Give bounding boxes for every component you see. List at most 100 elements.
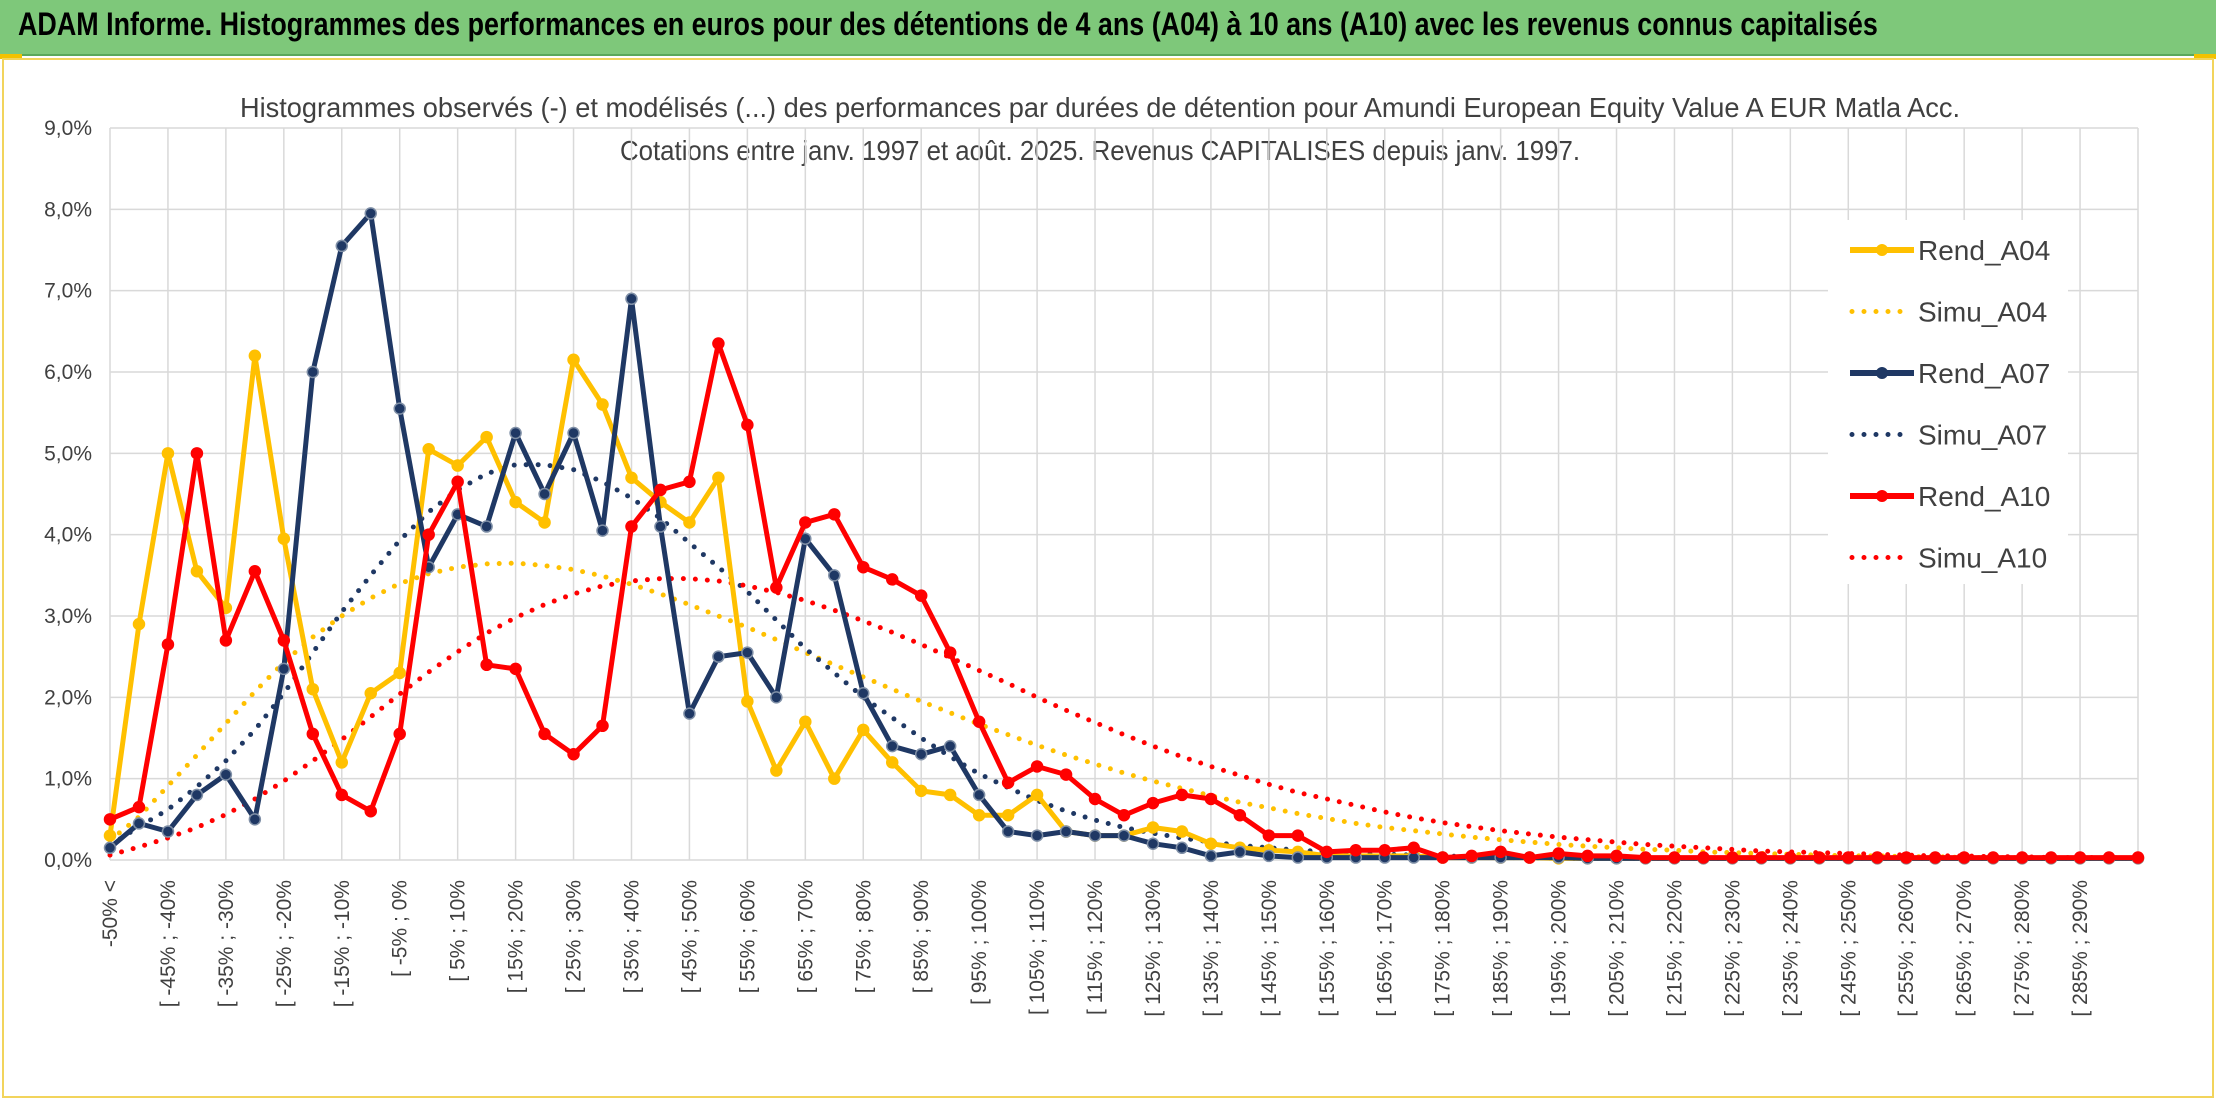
data-point — [1639, 851, 1652, 864]
data-point — [1407, 841, 1420, 855]
data-point — [1755, 851, 1768, 864]
data-point — [1059, 768, 1073, 781]
data-point — [248, 565, 262, 578]
legend-item-Simu_A10: Simu_A10 — [1849, 543, 2047, 574]
data-point — [1465, 849, 1478, 863]
data-point — [885, 573, 899, 586]
x-tick-label: [ 115% ; 120% — [1084, 880, 1107, 1015]
data-point — [2073, 851, 2087, 864]
x-tick-label: [ 255% ; 260% — [1895, 880, 1918, 1017]
data-point — [509, 662, 522, 676]
legend-background — [1828, 220, 2068, 584]
data-point — [1204, 849, 1218, 863]
data-point — [567, 748, 580, 761]
data-point — [306, 365, 320, 379]
legend-item-Rend_A04: Rend_A04 — [1850, 235, 2050, 266]
data-point — [103, 841, 117, 855]
x-tick-label: [ 185% ; 190% — [1490, 880, 1513, 1017]
data-point — [161, 447, 175, 460]
data-point — [335, 756, 349, 769]
x-tick-label: [ 245% ; 250% — [1837, 880, 1860, 1017]
x-tick-label: [ 195% ; 200% — [1548, 880, 1571, 1017]
data-point — [712, 471, 725, 484]
data-point — [567, 353, 580, 367]
x-tick-label: [ -5% ; 0% — [389, 880, 412, 977]
data-point — [451, 459, 464, 472]
data-point — [1986, 851, 2000, 864]
data-point — [1262, 829, 1276, 842]
data-point — [248, 349, 262, 362]
data-point — [1436, 851, 1449, 864]
data-point — [219, 634, 233, 647]
data-point — [770, 691, 783, 704]
x-axis: -50% < [ -45% ; -40% [ -35% ; -30% [ -25% ;… — [99, 880, 2092, 1017]
x-tick-label: [ 65% ; 70% — [794, 880, 817, 993]
report-banner: ADAM Informe. Histogrammes des performan… — [0, 0, 2216, 56]
data-point — [1610, 849, 1623, 863]
data-point — [1957, 851, 1971, 864]
data-point — [335, 788, 349, 802]
data-point — [1146, 821, 1160, 834]
data-point — [857, 723, 870, 737]
data-point — [770, 764, 783, 777]
data-point — [509, 426, 522, 440]
data-point — [1001, 776, 1015, 789]
y-tick-label: 5,0% — [44, 442, 92, 465]
data-point — [828, 772, 841, 785]
series-Rend_A10 — [103, 337, 2145, 864]
data-point — [1726, 851, 1739, 864]
x-tick-label: [ 45% ; 50% — [678, 880, 701, 993]
legend-marker — [1876, 490, 1888, 502]
legend-marker — [1876, 244, 1888, 256]
data-point — [1291, 829, 1305, 842]
x-tick-label: [ 285% ; 290% — [2069, 880, 2092, 1017]
x-tick-label: [ -35% ; -30% — [215, 880, 238, 1007]
y-axis: 0,0% 1,0% 2,0% 3,0% 4,0% 5,0% 6,0% 7,0% 8,0% 9,0% — [44, 117, 92, 872]
x-tick-label: [ 55% ; 60% — [736, 880, 759, 993]
y-tick-label: 2,0% — [44, 686, 92, 709]
data-point — [885, 739, 899, 753]
data-point — [451, 475, 464, 489]
data-point — [219, 768, 233, 781]
legend-label: Simu_A10 — [1918, 543, 2047, 574]
data-point — [799, 715, 812, 728]
data-point — [1175, 841, 1189, 855]
data-point — [2131, 851, 2145, 864]
x-tick-label: [ 105% ; 110% — [1026, 880, 1049, 1015]
y-tick-label: 8,0% — [44, 198, 92, 221]
data-point — [132, 800, 146, 814]
data-point — [596, 719, 609, 733]
data-point — [538, 516, 551, 529]
data-point — [1262, 849, 1276, 863]
data-point — [596, 398, 609, 411]
data-point — [683, 475, 696, 489]
data-point — [393, 402, 406, 415]
data-point — [538, 727, 551, 741]
data-point — [480, 520, 493, 533]
data-point — [1291, 851, 1305, 864]
data-point — [625, 471, 638, 484]
report-title: ADAM Informe. Histogrammes des performan… — [18, 6, 1878, 42]
data-point — [1378, 843, 1391, 857]
x-tick-label: [ 145% ; 150% — [1258, 880, 1281, 1017]
data-point — [1233, 809, 1247, 822]
data-point — [1494, 845, 1507, 859]
data-point — [190, 447, 204, 460]
data-point — [1001, 809, 1015, 822]
data-point — [1030, 829, 1044, 842]
data-point — [712, 337, 725, 350]
data-point — [828, 508, 841, 521]
chart-subtitle: Cotations entre janv. 1997 et août. 2025… — [620, 135, 1580, 166]
banner-accent-left — [0, 54, 22, 59]
data-point — [1146, 837, 1160, 850]
data-point — [132, 817, 146, 830]
x-tick-label: [ -25% ; -20% — [273, 880, 296, 1007]
x-tick-label: [ 5% ; 10% — [447, 880, 470, 982]
data-point — [1349, 843, 1363, 857]
banner-accent-right — [2194, 54, 2216, 59]
data-point — [1088, 792, 1102, 806]
data-point — [654, 520, 667, 533]
data-point — [1088, 829, 1102, 842]
y-tick-label: 3,0% — [44, 605, 92, 628]
